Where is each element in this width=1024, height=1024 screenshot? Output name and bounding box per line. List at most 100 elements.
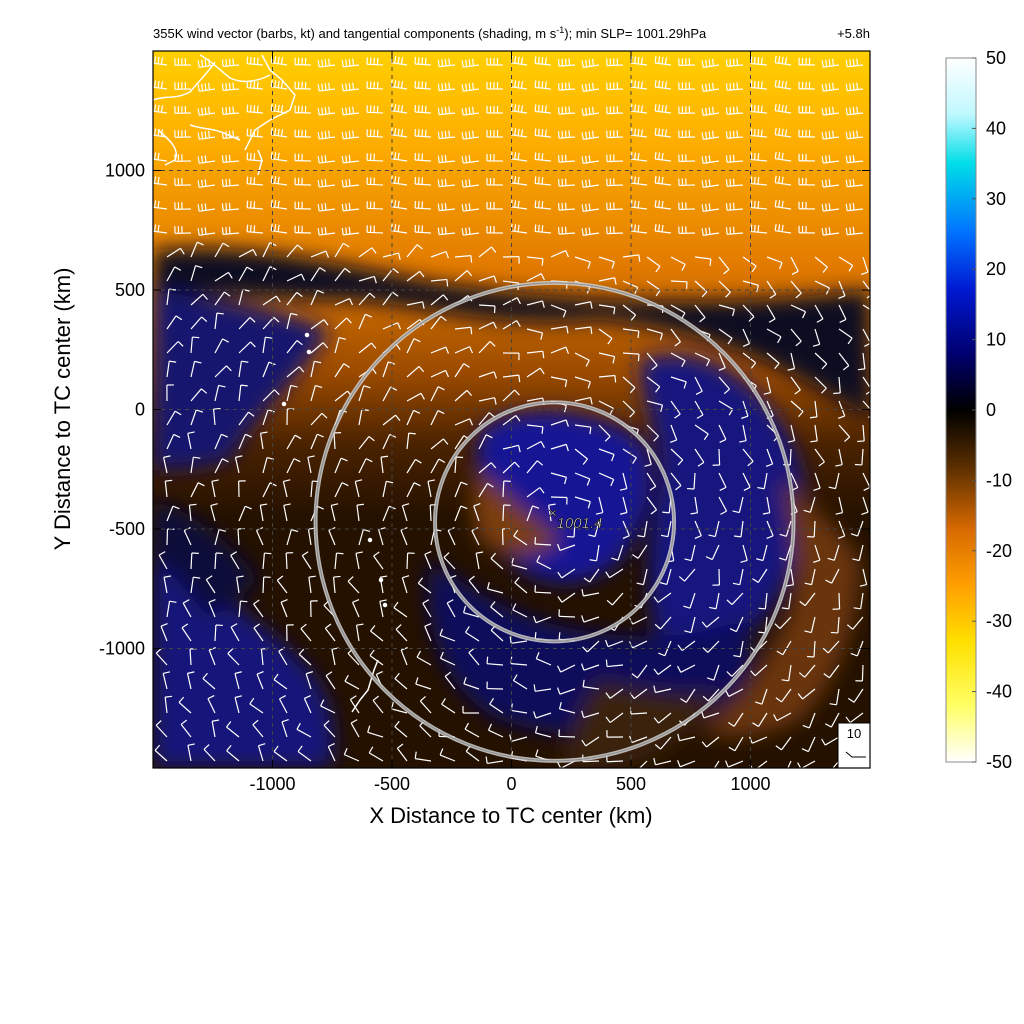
wind-barb xyxy=(534,585,552,594)
wind-barb xyxy=(174,58,192,66)
wind-barb xyxy=(705,544,720,561)
wind-barb xyxy=(317,82,336,92)
wind-barb xyxy=(214,365,232,378)
wind-barb xyxy=(454,326,473,335)
wind-barb xyxy=(787,760,792,768)
wind-barb xyxy=(798,129,816,138)
wind-barb xyxy=(430,315,447,330)
wind-barb xyxy=(701,179,720,188)
wind-barb xyxy=(781,664,792,682)
wind-barb xyxy=(430,346,450,354)
wind-barb xyxy=(845,58,864,68)
wind-barb xyxy=(486,105,504,114)
wind-barb xyxy=(749,664,768,677)
wind-barb xyxy=(694,352,711,367)
wind-barb xyxy=(774,223,792,234)
wind-barb xyxy=(725,202,744,211)
wind-barb xyxy=(790,256,799,275)
wind-barb xyxy=(238,384,248,402)
wind-barb xyxy=(262,316,280,330)
wind-barb xyxy=(534,80,552,90)
wind-barb xyxy=(308,575,316,594)
wind-barb xyxy=(558,702,576,714)
wind-barb xyxy=(654,736,672,750)
wind-barb xyxy=(341,227,360,236)
wind-barb xyxy=(334,317,352,330)
wind-barb xyxy=(406,338,421,354)
wind-barb xyxy=(774,55,792,66)
wind-barb xyxy=(238,600,248,618)
wind-barb xyxy=(446,599,456,618)
wind-barb xyxy=(253,623,264,642)
wind-barb xyxy=(814,304,824,323)
wind-barb xyxy=(654,199,672,210)
wind-barb xyxy=(394,720,408,738)
wind-barb xyxy=(190,293,209,306)
wind-barb xyxy=(190,482,205,498)
wind-barb xyxy=(742,352,757,369)
wind-barb xyxy=(684,544,696,562)
wind-barb xyxy=(355,551,363,570)
wind-barb xyxy=(341,130,360,140)
wind-barb xyxy=(680,688,696,703)
wind-barb xyxy=(286,366,305,378)
wind-barb xyxy=(718,496,728,515)
wind-barb xyxy=(526,300,545,308)
wind-barb xyxy=(824,712,840,728)
wind-barb xyxy=(270,223,288,234)
wind-barb xyxy=(733,640,744,658)
wind-barb xyxy=(526,350,545,359)
wind-barb xyxy=(249,697,264,714)
wind-barb xyxy=(619,472,628,491)
wind-barb xyxy=(490,601,504,618)
wind-barb xyxy=(174,154,192,162)
wind-barb xyxy=(766,304,776,323)
wind-barb xyxy=(581,710,600,719)
wind-barb xyxy=(343,747,360,762)
wind-barb xyxy=(286,312,298,330)
wind-barb xyxy=(644,448,652,467)
wind-barb xyxy=(221,226,240,235)
wind-barb xyxy=(454,270,473,282)
x-axis-label: X Distance to TC center (km) xyxy=(369,803,652,828)
wind-barb xyxy=(252,719,264,738)
wind-barb xyxy=(558,729,576,738)
wind-barb xyxy=(414,200,432,210)
x-tick-label: -1000 xyxy=(249,774,295,794)
wind-barb xyxy=(178,696,192,714)
wind-barb xyxy=(461,203,480,212)
wind-barb xyxy=(862,376,870,395)
wind-barb xyxy=(166,315,183,330)
wind-barb xyxy=(694,256,712,266)
wind-barb xyxy=(678,568,696,582)
wind-barb xyxy=(862,400,870,419)
wind-barb xyxy=(832,592,841,610)
y-tick-label: 500 xyxy=(115,280,145,300)
wind-barb xyxy=(310,250,330,258)
wind-barb xyxy=(489,698,504,714)
wind-barb xyxy=(478,434,493,450)
wind-barb xyxy=(798,177,816,186)
wind-barb xyxy=(454,346,474,354)
wind-barb xyxy=(372,695,384,714)
wind-barb xyxy=(845,154,864,164)
wind-barb xyxy=(234,671,242,690)
wind-barb xyxy=(197,203,216,212)
wind-barb xyxy=(706,664,720,681)
wind-barb xyxy=(750,224,768,234)
wind-barb xyxy=(678,58,696,67)
wind-barb xyxy=(813,544,821,563)
wind-barb xyxy=(740,544,748,563)
wind-barb xyxy=(366,201,384,210)
colorbar-tick-label: 30 xyxy=(986,189,1006,209)
wind-barb xyxy=(478,321,498,330)
wind-barb xyxy=(598,424,611,442)
wind-barb xyxy=(750,104,768,114)
wind-barb xyxy=(622,328,640,339)
wind-barb xyxy=(742,472,751,491)
wind-barb xyxy=(487,723,504,738)
wind-barb xyxy=(310,433,324,450)
x-tick-label: 500 xyxy=(616,774,646,794)
wind-barb xyxy=(581,203,600,212)
wind-barb xyxy=(461,227,480,236)
